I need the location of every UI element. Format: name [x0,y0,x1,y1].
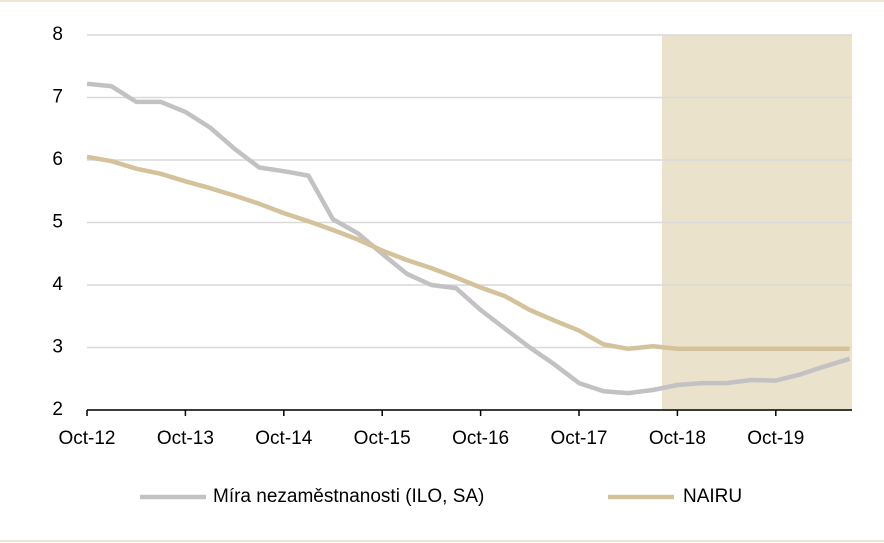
series-line [86,81,851,396]
x-tick-label: Oct-15 [354,428,411,449]
x-tick-label: Oct-12 [58,428,115,449]
x-tick-label: Oct-17 [550,428,607,449]
y-tick-label: 6 [52,149,63,170]
y-tick-label: 2 [52,399,63,420]
x-tick-label: Oct-16 [452,428,509,449]
legend-label: Míra nezaměstnanosti (ILO, SA) [213,486,484,507]
x-tick-label: Oct-14 [255,428,312,449]
series-line [86,154,850,352]
x-tick-label: Oct-19 [747,428,804,449]
y-tick-label: 3 [52,337,63,358]
y-tick-label: 4 [52,274,63,295]
x-tick-label: Oct-13 [157,428,214,449]
x-tick-label: Oct-18 [649,428,706,449]
y-tick-label: 8 [52,24,63,45]
legend-label: NAIRU [683,486,742,507]
y-tick-label: 7 [52,87,63,108]
y-tick-label: 5 [52,212,63,233]
